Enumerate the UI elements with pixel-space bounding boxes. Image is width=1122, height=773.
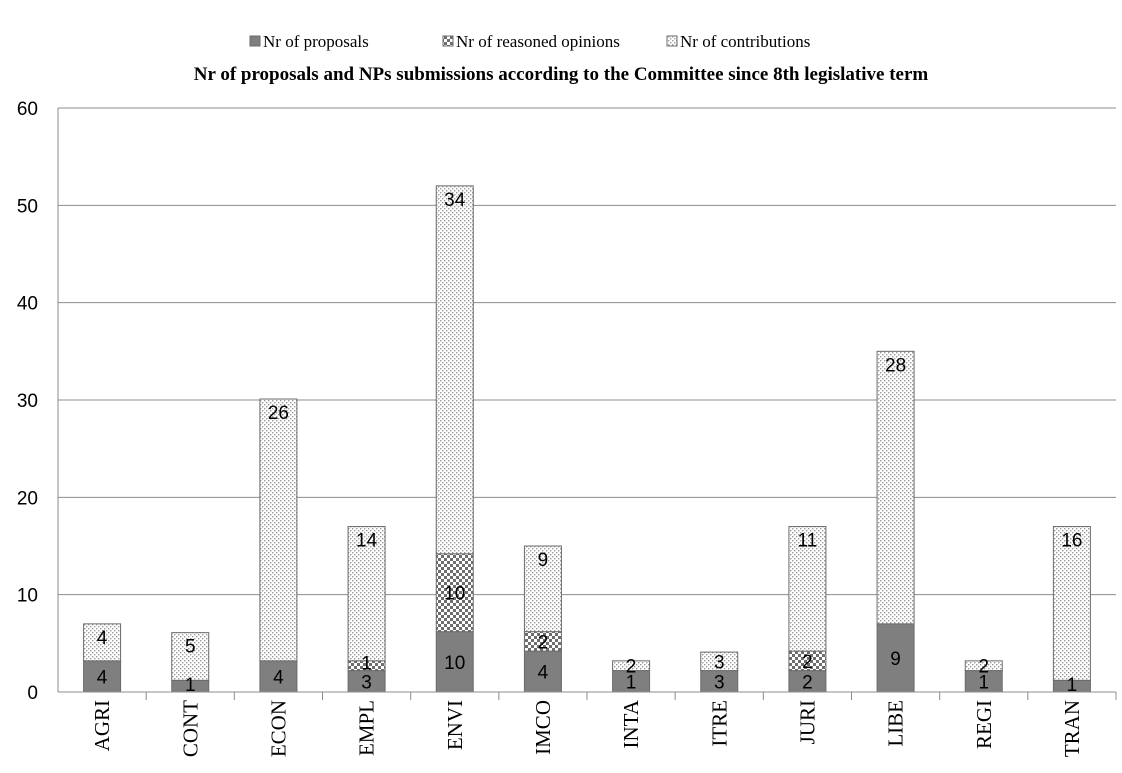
data-label: 2: [802, 652, 813, 673]
data-label: 2: [978, 657, 989, 678]
data-label: 26: [268, 403, 289, 424]
x-tick-label: LIBE: [884, 700, 908, 747]
data-label: 3: [361, 672, 372, 693]
legend-label: Nr of contributions: [680, 32, 810, 51]
data-label: 1: [361, 654, 372, 675]
x-tick-label: ITRE: [707, 700, 731, 747]
data-label: 11: [798, 531, 818, 552]
legend-swatch: [249, 35, 261, 47]
data-label: 4: [273, 667, 284, 688]
data-label: 28: [885, 355, 906, 376]
data-label: 1: [1067, 675, 1078, 696]
bar-segment: [347, 526, 386, 662]
data-label: 10: [444, 653, 465, 674]
data-label: 2: [802, 672, 813, 693]
bar-segment: [1052, 526, 1091, 681]
data-label: 2: [626, 657, 637, 678]
x-tick-label: IMCO: [531, 700, 555, 755]
y-tick-label: 0: [27, 683, 38, 704]
data-label: 4: [97, 628, 108, 649]
bar-segment: [700, 651, 739, 672]
bar-segment: [876, 623, 915, 693]
bar-segment: [876, 350, 915, 625]
legend-label: Nr of reasoned opinions: [456, 32, 620, 51]
bar-segment: [523, 650, 562, 693]
y-tick-label: 30: [17, 391, 38, 412]
data-label: 3: [714, 672, 725, 693]
data-label: 16: [1061, 531, 1082, 552]
x-tick-label: ENVI: [443, 700, 467, 750]
x-tick-label: INTA: [619, 699, 643, 748]
legend-swatch: [442, 35, 454, 47]
x-tick-label: TRAN: [1060, 700, 1084, 757]
x-axis: AGRI CONT ECON EMPL ENVI IMCO INTA ITRE JURI LIBE…: [58, 691, 1117, 757]
chart-title: Nr of proposals and NPs submissions acco…: [194, 64, 929, 85]
y-tick-label: 50: [17, 196, 38, 217]
x-tick-label: CONT: [178, 700, 202, 757]
data-label: 14: [356, 531, 378, 552]
data-label: 1: [626, 672, 637, 693]
bar-segment: [83, 623, 122, 662]
x-tick-label: JURI: [795, 700, 819, 744]
data-label: 1: [185, 675, 196, 696]
y-tick-label: 60: [17, 99, 38, 120]
data-label: 2: [538, 632, 549, 653]
y-axis: 0 10 20 30 40 50 60: [17, 99, 59, 704]
bar-segment: [259, 660, 298, 693]
data-label: 4: [97, 667, 108, 688]
y-tick-label: 10: [17, 586, 38, 607]
data-label: 34: [444, 190, 466, 211]
legend-swatch: [666, 35, 678, 47]
bar-segment: [612, 660, 651, 672]
data-label: 10: [444, 584, 465, 605]
data-label: 4: [538, 663, 549, 684]
data-label: 9: [890, 649, 901, 670]
bar-segment: [171, 632, 210, 681]
data-label: 1: [978, 672, 989, 693]
bar-segment: [788, 526, 827, 652]
bar-segment: [435, 553, 474, 633]
data-label: 3: [714, 652, 725, 673]
gridlines: [58, 107, 1116, 596]
data-label: 9: [538, 550, 549, 571]
chart-legend: Nr of proposals Nr of reasoned opinions Nr…: [249, 32, 810, 51]
bar-segment: [259, 398, 298, 662]
x-tick-label: EMPL: [355, 700, 379, 756]
legend-label: Nr of proposals: [263, 32, 369, 51]
data-label: 5: [185, 637, 196, 658]
bar-segment: [435, 185, 474, 555]
x-tick-label: REGI: [972, 700, 996, 749]
y-tick-label: 20: [17, 488, 38, 509]
x-tick-label: AGRI: [90, 700, 114, 751]
bar-segment: [964, 660, 1003, 672]
x-tick-label: ECON: [266, 700, 290, 757]
y-tick-label: 40: [17, 294, 38, 315]
bar-segment: [523, 545, 562, 633]
